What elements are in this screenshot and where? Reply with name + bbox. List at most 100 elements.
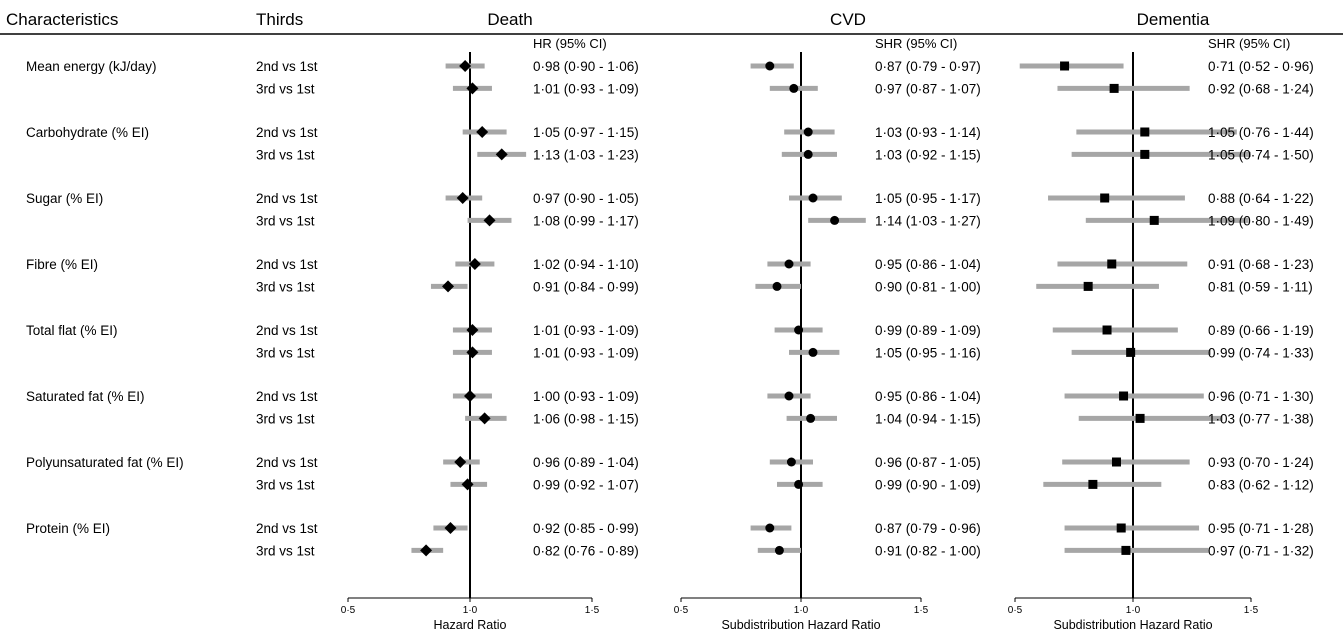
- comparison-label: 2nd vs 1st: [256, 323, 318, 338]
- estimate-label: 1·01 (0·93 - 1·09): [533, 81, 639, 96]
- characteristics-header: Characteristics: [6, 10, 118, 29]
- point-estimate: [468, 258, 481, 270]
- estimate-label: 0·81 (0·59 - 1·11): [1208, 279, 1313, 294]
- estimate-label: 0·96 (0·71 - 1·30): [1208, 389, 1314, 404]
- x-axis-label: Hazard Ratio: [434, 618, 507, 632]
- estimate-label: 1·01 (0·93 - 1·09): [533, 323, 639, 338]
- estimate-label: 0·96 (0·89 - 1·04): [533, 455, 639, 470]
- point-estimate: [808, 193, 818, 203]
- estimate-label: 1·03 (0·93 - 1·14): [875, 125, 981, 140]
- estimate-label: 0·91 (0·82 - 1·00): [875, 543, 981, 558]
- estimate-label: 1·05 (0·97 - 1·15): [533, 125, 639, 140]
- x-tick-label: 1·5: [1244, 605, 1259, 616]
- estimate-label: 1·06 (0·98 - 1·15): [533, 411, 639, 426]
- comparison-label: 2nd vs 1st: [256, 521, 318, 536]
- point-estimate: [786, 457, 796, 467]
- estimate-label: 0·96 (0·87 - 1·05): [875, 455, 981, 470]
- x-tick-label: 0·5: [674, 605, 689, 616]
- estimate-header: SHR (95% CI): [1208, 36, 1290, 51]
- estimate-label: 1·04 (0·94 - 1·15): [875, 411, 981, 426]
- estimate-label: 0·95 (0·71 - 1·28): [1208, 521, 1314, 536]
- thirds-header: Thirds: [256, 10, 303, 29]
- estimate-label: 1·13 (1·03 - 1·23): [533, 147, 639, 162]
- x-tick-label: 0·5: [341, 605, 356, 616]
- point-estimate: [772, 281, 782, 291]
- point-estimate: [1119, 391, 1129, 401]
- point-estimate: [454, 456, 467, 468]
- characteristic-label: Protein (% EI): [26, 521, 110, 536]
- comparison-label: 2nd vs 1st: [256, 389, 318, 404]
- point-estimate: [1100, 193, 1110, 203]
- comparison-label: 2nd vs 1st: [256, 191, 318, 206]
- point-estimate: [794, 325, 804, 335]
- point-estimate: [1102, 325, 1112, 335]
- point-estimate: [1116, 523, 1126, 533]
- point-estimate: [803, 149, 813, 159]
- point-estimate: [789, 83, 799, 93]
- estimate-label: 0·82 (0·76 - 0·89): [533, 543, 639, 558]
- comparison-label: 3rd vs 1st: [256, 411, 315, 426]
- panel-title: CVD: [830, 10, 866, 29]
- point-estimate: [478, 412, 491, 425]
- row-labels: Mean energy (kJ/day) 2nd vs 1st 3rd vs 1st…: [26, 59, 318, 558]
- estimate-label: 0·97 (0·90 - 1·05): [533, 191, 639, 206]
- comparison-label: 3rd vs 1st: [256, 279, 315, 294]
- point-estimate: [1060, 61, 1070, 71]
- estimate-label: 1·03 (0·92 - 1·15): [875, 147, 981, 162]
- point-estimate: [1140, 149, 1150, 159]
- characteristic-label: Total flat (% EI): [26, 323, 118, 338]
- x-tick-label: 1·0: [463, 605, 478, 616]
- characteristic-label: Mean energy (kJ/day): [26, 59, 157, 74]
- estimate-label: 0·71 (0·52 - 0·96): [1208, 59, 1314, 74]
- estimate-label: 0·92 (0·68 - 1·24): [1208, 81, 1314, 96]
- x-tick-label: 1·0: [1126, 605, 1141, 616]
- characteristic-label: Sugar (% EI): [26, 191, 103, 206]
- characteristic-label: Carbohydrate (% EI): [26, 125, 149, 140]
- point-estimate: [1088, 479, 1098, 489]
- estimate-label: 1·09 (0·80 - 1·49): [1208, 213, 1314, 228]
- point-estimate: [830, 215, 840, 225]
- estimate-label: 1·03 (0·77 - 1·38): [1208, 411, 1314, 426]
- point-estimate: [483, 214, 496, 227]
- x-axis-label: Subdistribution Hazard Ratio: [1053, 618, 1212, 632]
- point-estimate: [1109, 83, 1119, 93]
- point-estimate: [1126, 347, 1136, 357]
- comparison-label: 2nd vs 1st: [256, 257, 318, 272]
- point-estimate: [466, 82, 479, 95]
- comparison-label: 2nd vs 1st: [256, 59, 318, 74]
- point-estimate: [464, 390, 476, 402]
- point-estimate: [495, 148, 508, 161]
- point-estimate: [442, 280, 455, 293]
- estimate-label: 0·89 (0·66 - 1·19): [1208, 323, 1314, 338]
- estimate-header: SHR (95% CI): [875, 36, 957, 51]
- panel-title: Death: [487, 10, 532, 29]
- point-estimate: [1149, 215, 1159, 225]
- comparison-label: 3rd vs 1st: [256, 213, 315, 228]
- estimate-label: 1·08 (0·99 - 1·17): [533, 213, 639, 228]
- point-estimate: [784, 391, 794, 401]
- estimate-label: 0·97 (0·71 - 1·32): [1208, 543, 1314, 558]
- point-estimate: [765, 61, 775, 71]
- estimate-label: 0·99 (0·89 - 1·09): [875, 323, 981, 338]
- characteristic-label: Fibre (% EI): [26, 257, 98, 272]
- estimate-label: 1·01 (0·93 - 1·09): [533, 345, 639, 360]
- point-estimate: [1135, 413, 1145, 423]
- estimate-label: 0·95 (0·86 - 1·04): [875, 389, 981, 404]
- estimate-label: 0·90 (0·81 - 1·00): [875, 279, 981, 294]
- estimate-label: 0·88 (0·64 - 1·22): [1208, 191, 1314, 206]
- estimate-label: 0·97 (0·87 - 1·07): [875, 81, 981, 96]
- x-tick-label: 0·5: [1008, 605, 1023, 616]
- estimate-label: 0·92 (0·85 - 0·99): [533, 521, 639, 536]
- point-estimate: [466, 324, 479, 336]
- estimate-label: 0·93 (0·70 - 1·24): [1208, 455, 1314, 470]
- estimate-label: 0·87 (0·79 - 0·96): [875, 521, 981, 536]
- panel-title: Dementia: [1137, 10, 1210, 29]
- point-estimate: [784, 259, 794, 269]
- point-estimate: [1111, 457, 1121, 467]
- comparison-label: 3rd vs 1st: [256, 477, 315, 492]
- point-estimate: [1140, 127, 1150, 137]
- estimate-label: 1·14 (1·03 - 1·27): [875, 213, 981, 228]
- point-estimate: [774, 545, 784, 555]
